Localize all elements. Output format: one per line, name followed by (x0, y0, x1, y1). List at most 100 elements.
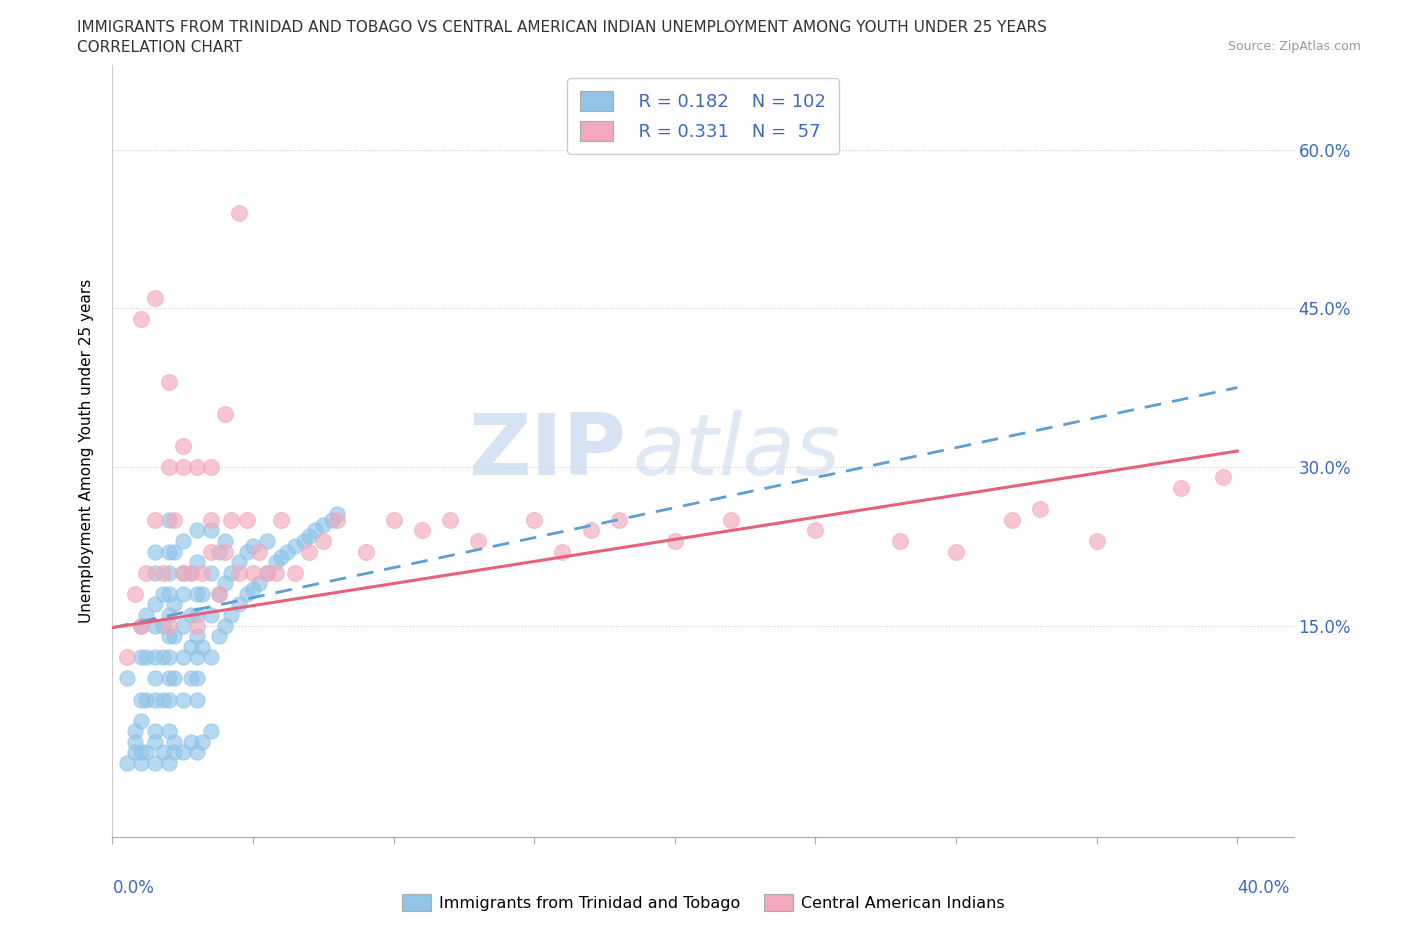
Point (191, 565, 214, 580)
Text: ZIP: ZIP (468, 409, 626, 493)
Point (135, 607, 157, 622)
Point (270, 550, 292, 565)
Point (157, 565, 180, 580)
Point (247, 544, 270, 559)
Point (219, 512, 242, 527)
Point (157, 607, 180, 622)
Point (129, 755, 152, 770)
Point (236, 586, 259, 601)
Point (180, 671, 202, 685)
Point (208, 586, 231, 601)
Point (208, 544, 231, 559)
Point (143, 565, 166, 580)
Point (284, 538, 307, 553)
Point (804, 523, 827, 538)
Text: Source: ZipAtlas.com: Source: ZipAtlas.com (1227, 40, 1361, 53)
Text: CORRELATION CHART: CORRELATION CHART (77, 40, 242, 55)
Point (152, 745, 174, 760)
Point (411, 523, 433, 538)
Point (157, 459, 180, 474)
Point (157, 692, 180, 707)
Point (214, 618, 236, 633)
Point (143, 597, 166, 612)
Point (236, 512, 259, 527)
Text: 0.0%: 0.0% (112, 880, 155, 897)
Point (143, 544, 166, 559)
Point (236, 544, 259, 559)
Legend: Immigrants from Trinidad and Tobago, Central American Indians: Immigrants from Trinidad and Tobago, Cen… (395, 888, 1011, 917)
Point (228, 206, 250, 220)
Point (579, 523, 602, 538)
Point (157, 375, 180, 390)
Point (163, 735, 186, 750)
Point (129, 312, 152, 326)
Point (321, 512, 343, 527)
Point (191, 735, 214, 750)
Point (1001, 512, 1024, 527)
Point (143, 724, 166, 738)
Point (551, 544, 574, 559)
Point (172, 745, 194, 760)
Text: IMMIGRANTS FROM TRINIDAD AND TOBAGO VS CENTRAL AMERICAN INDIAN UNEMPLOYMENT AMON: IMMIGRANTS FROM TRINIDAD AND TOBAGO VS C… (77, 20, 1047, 35)
Point (214, 534, 236, 549)
Point (256, 565, 278, 580)
Point (129, 650, 152, 665)
Point (135, 692, 157, 707)
Point (129, 618, 152, 633)
Point (135, 650, 157, 665)
Point (467, 534, 489, 549)
Point (219, 565, 242, 580)
Point (298, 544, 321, 559)
Point (219, 607, 242, 622)
Point (607, 512, 630, 527)
Point (115, 671, 138, 685)
Point (157, 512, 180, 527)
Point (200, 724, 222, 738)
Point (242, 565, 264, 580)
Point (186, 554, 208, 569)
Point (163, 745, 186, 760)
Legend:   R = 0.182    N = 102,   R = 0.331    N =  57: R = 0.182 N = 102, R = 0.331 N = 57 (568, 78, 838, 154)
Point (172, 650, 194, 665)
Point (163, 512, 186, 527)
Point (214, 576, 236, 591)
Point (172, 459, 194, 474)
Point (242, 538, 264, 553)
Point (157, 650, 180, 665)
Point (200, 650, 222, 665)
Point (180, 735, 202, 750)
Point (143, 692, 166, 707)
Point (382, 512, 405, 527)
Point (186, 692, 208, 707)
Point (191, 639, 214, 654)
Point (664, 534, 686, 549)
Point (208, 629, 231, 644)
Point (172, 565, 194, 580)
Point (124, 735, 146, 750)
Point (115, 755, 138, 770)
Point (256, 565, 278, 580)
Point (186, 650, 208, 665)
Point (180, 565, 202, 580)
Point (124, 724, 146, 738)
Point (152, 650, 174, 665)
Point (157, 755, 180, 770)
Point (180, 607, 202, 622)
Point (191, 586, 214, 601)
Point (200, 607, 222, 622)
Point (163, 544, 186, 559)
Point (152, 618, 174, 633)
Point (264, 565, 287, 580)
Point (143, 290, 166, 305)
Point (312, 534, 335, 549)
Point (276, 544, 298, 559)
Point (228, 565, 250, 580)
Point (163, 671, 186, 685)
Point (214, 544, 236, 559)
Point (172, 692, 194, 707)
Point (180, 565, 202, 580)
Text: 40.0%: 40.0% (1237, 880, 1289, 897)
Point (523, 512, 546, 527)
Point (200, 544, 222, 559)
Point (163, 597, 186, 612)
